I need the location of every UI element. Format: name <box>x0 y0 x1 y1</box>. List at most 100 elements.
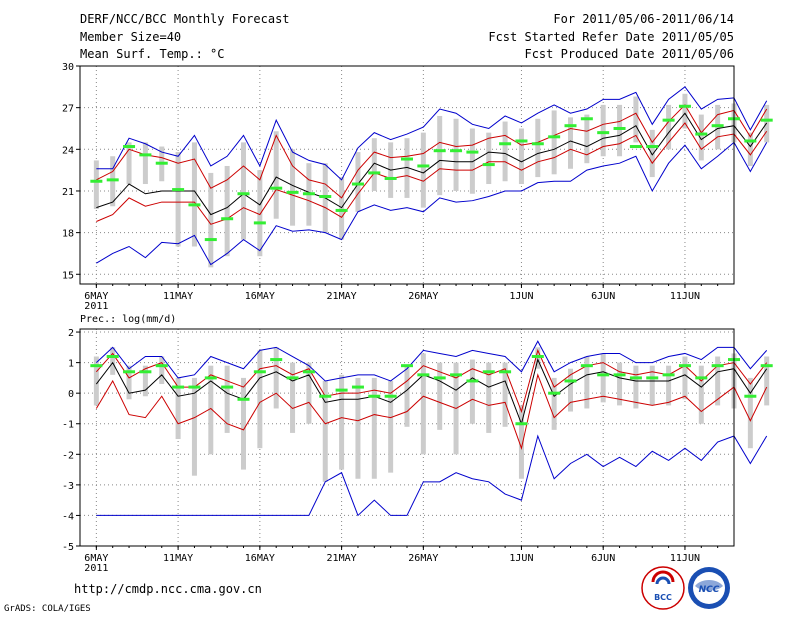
prec-y-tick-label: -5 <box>62 542 74 553</box>
prec-x-tick-label: 11JUN <box>670 553 700 564</box>
temp-y-tick-label: 27 <box>62 104 74 115</box>
prec-box <box>535 347 541 369</box>
temp-box <box>142 142 148 185</box>
temp-series-lower <box>96 122 768 225</box>
prec-x-tick-label: 2011 <box>84 563 108 574</box>
ncc-logo-text: NCC <box>699 585 720 595</box>
figure-title: DERF/NCC/BCC Monthly Forecast <box>80 12 290 26</box>
prec-box <box>715 356 721 406</box>
temp-box <box>191 142 197 247</box>
prec-box <box>175 377 181 440</box>
prec-box <box>502 362 508 427</box>
prec-box <box>306 362 312 424</box>
prec-box <box>404 365 410 427</box>
temp-x-tick-label: 16MAY <box>245 291 275 302</box>
prec-box <box>649 365 655 406</box>
temp-box <box>568 117 573 169</box>
refer-date: Fcst Started Refer Date 2011/05/05 <box>488 30 734 44</box>
temp-box <box>339 177 345 240</box>
temp-box <box>420 132 426 208</box>
temp-x-tick-label: 1JUN <box>509 291 533 302</box>
temp-box <box>208 172 214 268</box>
prec-box <box>388 380 394 473</box>
temp-box <box>93 160 99 210</box>
temp-x-tick-label: 6MAY <box>84 291 108 302</box>
temp-y-tick-label: 30 <box>62 62 74 73</box>
temp-series-max <box>96 141 768 266</box>
variable-label: Mean Surf. Temp.: °C <box>80 47 225 61</box>
temp-x-tick-label: 6JUN <box>591 291 615 302</box>
temp-box <box>649 129 655 178</box>
temp-box <box>666 104 672 150</box>
prec-box <box>633 365 639 409</box>
prec-box <box>355 377 361 479</box>
temp-box <box>518 128 524 185</box>
prec-series-min <box>96 434 768 517</box>
temp-x-tick-label: 21MAY <box>327 291 357 302</box>
temp-box <box>437 115 443 196</box>
prec-x-tick-label: 6MAY <box>84 553 108 564</box>
prec-y-tick-label: -2 <box>62 450 74 461</box>
temp-box <box>584 114 590 164</box>
prec-box <box>437 362 443 430</box>
temp-box <box>698 114 704 161</box>
temp-box <box>273 131 279 219</box>
prec-y-tick-label: -4 <box>62 511 74 522</box>
temp-box <box>747 132 753 166</box>
footer-url[interactable]: http://cmdp.ncc.cma.gov.cn <box>74 582 262 596</box>
temp-series-upper <box>96 104 768 199</box>
temp-box <box>126 142 132 185</box>
temp-box <box>453 118 459 191</box>
prec-series-max <box>96 340 768 382</box>
prec-box <box>371 377 377 479</box>
prec-box <box>568 368 573 412</box>
precip-panel-title: Prec.: log(mm/d) <box>80 314 176 325</box>
prec-box <box>698 365 704 424</box>
prec-box <box>469 359 475 424</box>
prec-x-tick-label: 11MAY <box>163 553 193 564</box>
prec-series-lower <box>95 373 768 450</box>
prec-box <box>322 380 328 482</box>
prec-y-tick-label: 0 <box>68 389 74 400</box>
prec-x-tick-label: 1JUN <box>509 553 533 564</box>
bcc-logo-text: BCC <box>654 593 672 602</box>
prec-box <box>208 365 214 455</box>
grads-credit: GrADS: COLA/IGES <box>4 604 91 614</box>
temp-box <box>551 110 557 175</box>
temp-y-tick-label: 15 <box>62 270 74 281</box>
prec-box <box>290 362 296 433</box>
prec-y-tick-label: -3 <box>62 481 74 492</box>
temp-y-tick-label: 21 <box>62 187 74 198</box>
prec-box <box>126 365 132 400</box>
prec-box <box>241 377 246 470</box>
prec-box <box>420 353 426 455</box>
temp-box <box>175 152 181 247</box>
temp-y-tick-label: 18 <box>62 229 74 240</box>
temp-box <box>257 170 263 257</box>
prec-box <box>191 377 197 476</box>
temp-x-tick-label: 26MAY <box>408 291 438 302</box>
temp-box <box>502 121 508 182</box>
prec-box <box>617 362 623 406</box>
temp-x-tick-label: 11MAY <box>163 291 193 302</box>
temp-box <box>600 104 606 157</box>
prec-box <box>600 353 606 403</box>
prec-box <box>486 362 492 433</box>
temp-x-tick-label: 11JUN <box>670 291 700 302</box>
temp-x-tick-label: 2011 <box>84 301 108 312</box>
prec-box <box>159 356 165 385</box>
prec-box <box>747 377 753 449</box>
bcc-logo: BCC <box>641 566 685 610</box>
prec-box <box>224 365 230 433</box>
prec-x-tick-label: 6JUN <box>591 553 615 564</box>
prec-x-tick-label: 16MAY <box>245 553 275 564</box>
prec-box <box>273 347 279 409</box>
temp-box <box>224 165 230 257</box>
temp-box <box>404 138 410 198</box>
temp-box <box>633 96 639 143</box>
temp-box <box>355 152 361 212</box>
prec-series-mean <box>95 358 768 426</box>
